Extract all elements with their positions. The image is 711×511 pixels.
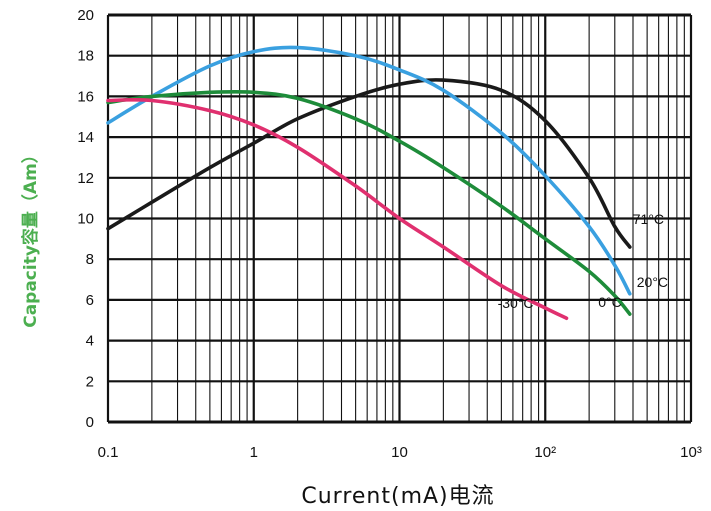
series-line bbox=[106, 78, 632, 249]
y-axis-label: Capacity容量（Am） bbox=[20, 146, 41, 328]
y-tick-label: 20 bbox=[77, 7, 94, 24]
curve-label: 20°C bbox=[637, 274, 668, 290]
curve-labels: 71°C 20°C 0°C -30°C bbox=[498, 211, 668, 311]
curve-label: 71°C bbox=[633, 211, 664, 227]
series-line bbox=[106, 45, 632, 296]
series-line bbox=[106, 97, 569, 320]
x-axis-label: Current(mA)电流 bbox=[301, 484, 494, 509]
y-tick-label: 10 bbox=[77, 211, 94, 228]
curve-label: 0°C bbox=[598, 294, 622, 310]
y-tick-label: 18 bbox=[77, 48, 94, 65]
y-tick-label: 14 bbox=[77, 129, 94, 146]
y-tick-label: 12 bbox=[77, 170, 94, 187]
x-tick-label: 10² bbox=[534, 444, 556, 461]
tick-labels: 0 2 4 6 8 10 12 14 16 18 20 0.1 1 10 10² 10³ bbox=[77, 7, 702, 461]
x-tick-label: 1 bbox=[250, 444, 258, 461]
y-tick-label: 16 bbox=[77, 88, 94, 105]
grid-layer bbox=[106, 13, 693, 424]
y-tick-label: 0 bbox=[86, 414, 94, 431]
y-tick-label: 4 bbox=[86, 333, 94, 350]
x-tick-label: 0.1 bbox=[98, 444, 119, 461]
y-tick-label: 8 bbox=[86, 251, 94, 268]
curve-label: -30°C bbox=[498, 295, 534, 311]
y-tick-label: 2 bbox=[86, 373, 94, 390]
x-tick-label: 10 bbox=[391, 444, 408, 461]
y-tick-label: 6 bbox=[86, 292, 94, 309]
x-tick-label: 10³ bbox=[680, 444, 702, 461]
series-layer bbox=[106, 45, 632, 320]
series-line bbox=[106, 89, 632, 316]
